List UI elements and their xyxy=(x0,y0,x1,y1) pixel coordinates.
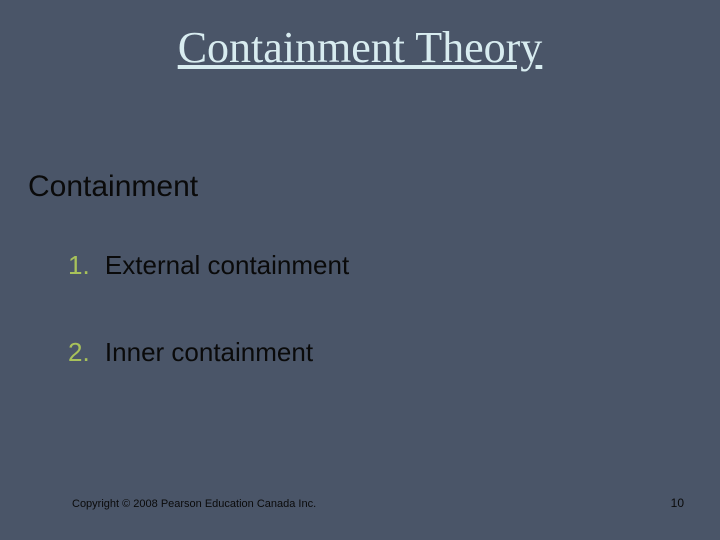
list-item-label: Inner containment xyxy=(105,337,313,367)
list-item-number: 1. xyxy=(68,250,90,280)
list-item-label: External containment xyxy=(105,250,349,280)
list-item: 2. Inner containment xyxy=(68,337,349,368)
slide-container: Containment Theory Containment 1. Extern… xyxy=(0,0,720,540)
content-list: 1. External containment 2. Inner contain… xyxy=(68,250,349,424)
slide-subtitle: Containment xyxy=(28,170,198,204)
page-number: 10 xyxy=(671,496,684,510)
list-item-number: 2. xyxy=(68,337,90,367)
list-item: 1. External containment xyxy=(68,250,349,281)
slide-title: Containment Theory xyxy=(0,0,720,73)
copyright-text: Copyright © 2008 Pearson Education Canad… xyxy=(72,498,316,510)
